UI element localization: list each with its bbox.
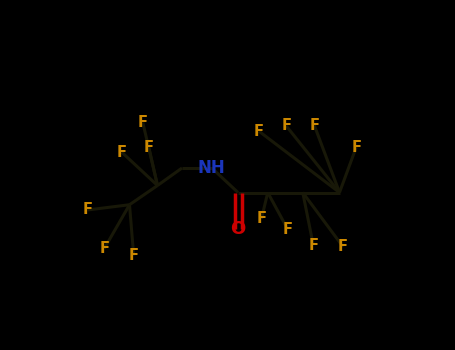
Text: F: F: [351, 140, 361, 154]
Text: F: F: [309, 118, 319, 133]
Text: F: F: [144, 140, 154, 154]
Text: O: O: [230, 220, 246, 238]
Text: F: F: [117, 145, 127, 160]
Text: F: F: [338, 239, 348, 254]
Text: F: F: [99, 241, 109, 256]
Text: F: F: [257, 211, 267, 226]
Text: F: F: [283, 222, 293, 237]
Text: F: F: [82, 203, 92, 217]
Text: F: F: [308, 238, 318, 252]
Text: NH: NH: [198, 159, 226, 177]
Text: F: F: [281, 119, 291, 133]
Text: F: F: [254, 124, 264, 139]
Text: F: F: [138, 115, 148, 130]
Text: F: F: [129, 248, 139, 263]
